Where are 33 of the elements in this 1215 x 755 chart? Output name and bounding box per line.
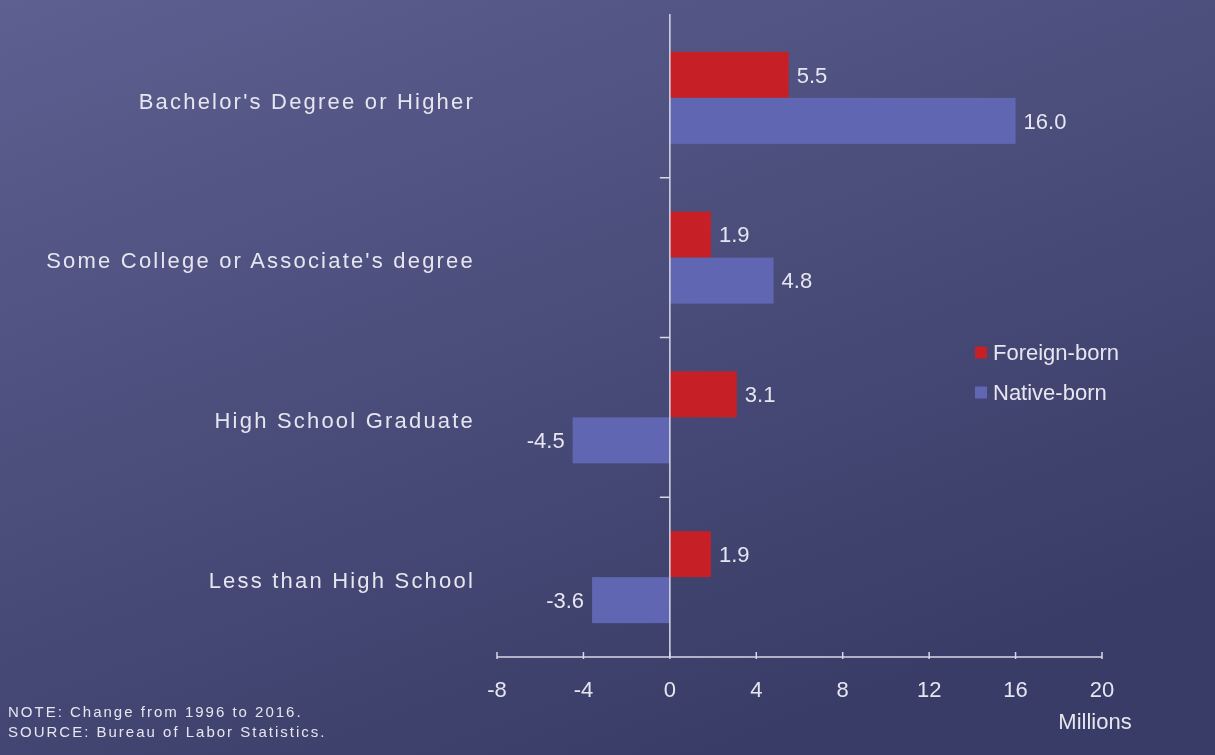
y-tick-label: Bachelor's Degree or Higher xyxy=(138,88,475,114)
bar xyxy=(592,577,670,624)
data-label: 5.5 xyxy=(796,62,828,88)
data-label: 1.9 xyxy=(718,222,750,248)
data-label: 4.8 xyxy=(781,268,813,294)
source-note: SOURCE: Bureau of Labor Statistics. xyxy=(8,723,327,740)
y-tick-label: High School Graduate xyxy=(214,408,475,434)
legend-label: Foreign-born xyxy=(993,340,1119,366)
x-tick-label: 8 xyxy=(836,677,849,702)
data-label: -4.5 xyxy=(526,428,565,454)
y-tick-label: Some College or Associate's degree xyxy=(46,248,475,274)
bar xyxy=(669,371,737,418)
data-label: 16.0 xyxy=(1023,108,1067,134)
x-tick-label: 20 xyxy=(1089,677,1115,702)
x-tick-label: 16 xyxy=(1003,677,1028,702)
bar xyxy=(669,211,711,258)
legend-label: Native-born xyxy=(993,380,1107,406)
bar xyxy=(669,257,774,304)
x-tick-label: 12 xyxy=(916,677,942,702)
data-label: 3.1 xyxy=(744,382,776,408)
text: NOTE: Change from 1996 to 2016. xyxy=(8,703,303,720)
x-tick-label: 0 xyxy=(663,677,676,702)
x-tick-label: 4 xyxy=(750,677,763,702)
data-label: -3.6 xyxy=(546,587,585,613)
y-tick-label: Less than High School xyxy=(208,567,475,593)
x-tick-label: -4 xyxy=(573,677,594,702)
data-label: 1.9 xyxy=(718,541,750,567)
x-axis-title: Millions xyxy=(1058,709,1132,734)
bar xyxy=(572,417,670,464)
x-tick-label: -8 xyxy=(487,677,507,702)
bar xyxy=(669,51,789,98)
bar xyxy=(669,97,1016,144)
bar xyxy=(669,531,711,578)
